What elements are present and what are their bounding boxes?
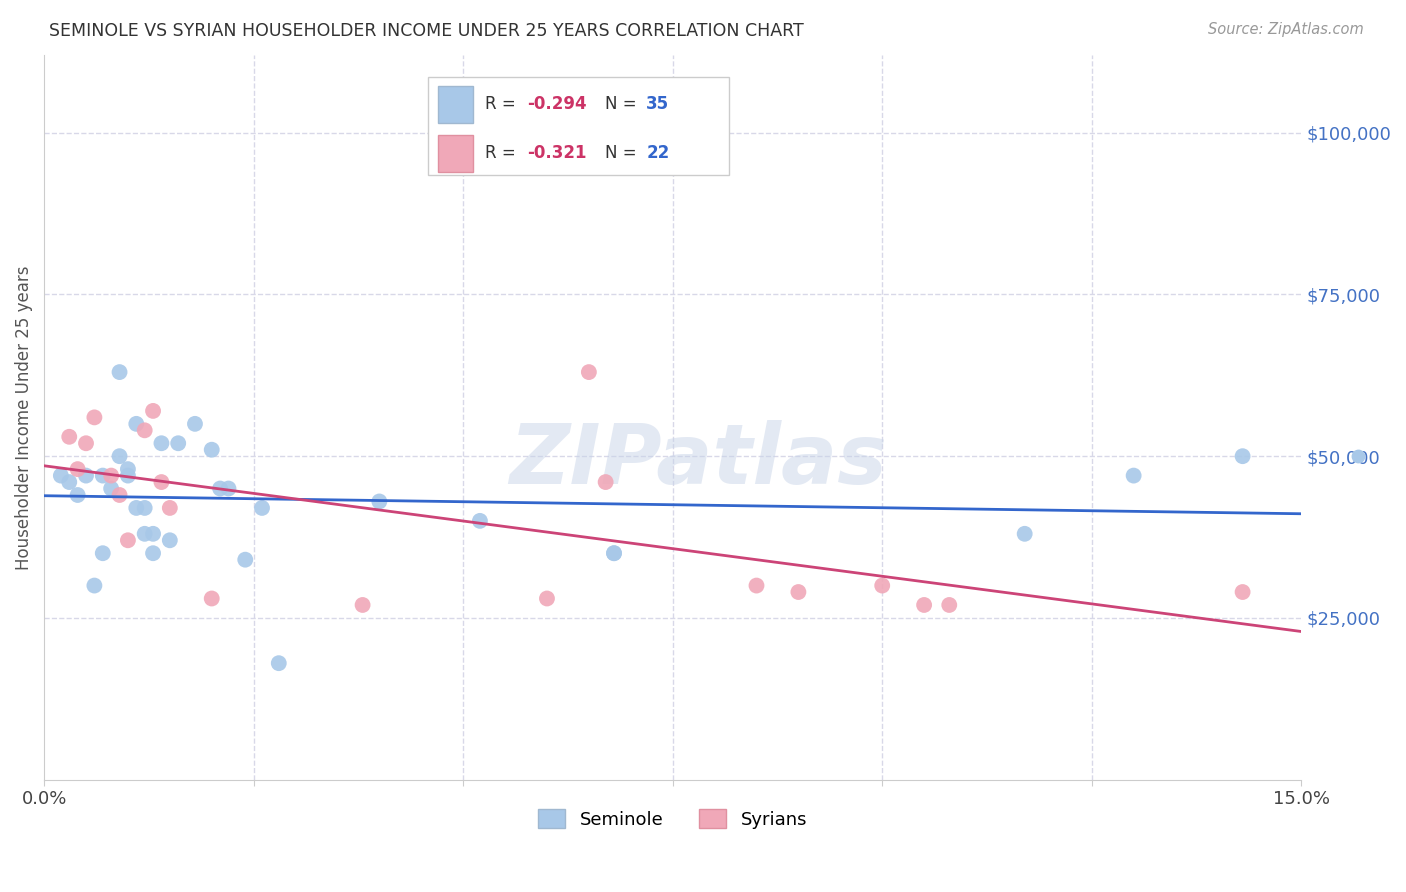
Point xyxy=(134,423,156,437)
Point xyxy=(142,526,165,541)
Point xyxy=(595,475,617,489)
Point xyxy=(787,585,810,599)
Point xyxy=(150,475,173,489)
FancyBboxPatch shape xyxy=(427,77,730,175)
Point xyxy=(66,488,89,502)
Point xyxy=(352,598,374,612)
Point xyxy=(938,598,960,612)
Point xyxy=(912,598,935,612)
Point xyxy=(100,482,122,496)
Text: -0.321: -0.321 xyxy=(527,145,586,162)
Point xyxy=(75,436,97,450)
Point xyxy=(468,514,491,528)
Text: -0.294: -0.294 xyxy=(527,95,586,113)
Point xyxy=(201,442,224,457)
Point xyxy=(578,365,600,379)
Point xyxy=(134,526,156,541)
Point xyxy=(108,365,131,379)
Point xyxy=(83,410,105,425)
Point xyxy=(117,468,139,483)
Point xyxy=(125,500,148,515)
Text: N =: N = xyxy=(605,145,641,162)
FancyBboxPatch shape xyxy=(437,135,472,172)
Point xyxy=(134,500,156,515)
Point xyxy=(368,494,391,508)
Point xyxy=(209,482,232,496)
Point xyxy=(91,546,114,560)
Point xyxy=(58,475,80,489)
Point xyxy=(108,488,131,502)
Point xyxy=(218,482,240,496)
Point xyxy=(267,656,290,670)
Text: R =: R = xyxy=(485,145,522,162)
Point xyxy=(142,404,165,418)
Point xyxy=(125,417,148,431)
Point xyxy=(536,591,558,606)
Point xyxy=(870,578,893,592)
Point xyxy=(58,430,80,444)
Point xyxy=(117,462,139,476)
Legend: Seminole, Syrians: Seminole, Syrians xyxy=(530,802,814,836)
Point xyxy=(159,533,181,548)
Point xyxy=(49,468,72,483)
Point xyxy=(1232,449,1254,463)
Point xyxy=(142,546,165,560)
Point xyxy=(83,578,105,592)
Text: 22: 22 xyxy=(647,145,669,162)
Text: SEMINOLE VS SYRIAN HOUSEHOLDER INCOME UNDER 25 YEARS CORRELATION CHART: SEMINOLE VS SYRIAN HOUSEHOLDER INCOME UN… xyxy=(49,22,804,40)
Text: R =: R = xyxy=(485,95,522,113)
Point xyxy=(184,417,207,431)
Point xyxy=(117,533,139,548)
Point xyxy=(75,468,97,483)
Point xyxy=(1014,526,1036,541)
Point xyxy=(159,500,181,515)
Point xyxy=(201,591,224,606)
Text: N =: N = xyxy=(605,95,641,113)
Text: 35: 35 xyxy=(647,95,669,113)
Point xyxy=(603,546,626,560)
Point xyxy=(745,578,768,592)
Point xyxy=(150,436,173,450)
Point xyxy=(1122,468,1144,483)
Point xyxy=(66,462,89,476)
Point xyxy=(233,552,256,566)
Y-axis label: Householder Income Under 25 years: Householder Income Under 25 years xyxy=(15,265,32,570)
Point xyxy=(250,500,273,515)
Text: Source: ZipAtlas.com: Source: ZipAtlas.com xyxy=(1208,22,1364,37)
Point xyxy=(100,468,122,483)
Point xyxy=(167,436,190,450)
Text: ZIPatlas: ZIPatlas xyxy=(509,420,887,501)
Point xyxy=(108,449,131,463)
Point xyxy=(91,468,114,483)
Point xyxy=(603,546,626,560)
Point xyxy=(1232,585,1254,599)
FancyBboxPatch shape xyxy=(437,86,472,123)
